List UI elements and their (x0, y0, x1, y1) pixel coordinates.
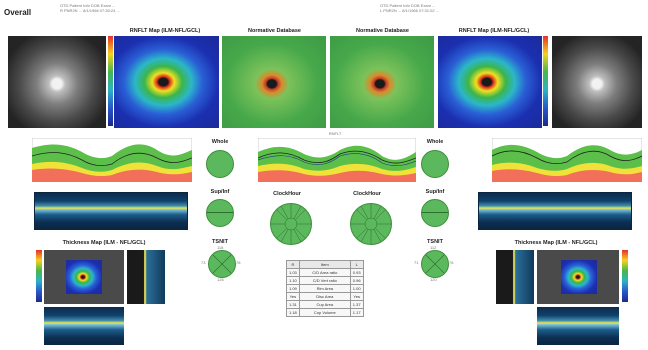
rnfl-map-left[interactable] (114, 36, 219, 128)
supinf-right-label: Sup/Inf (425, 189, 445, 195)
comparison-table: R Item L 1.03 C/D Area ratio 0.93 1.10 C/D Ve… (286, 260, 364, 317)
vertical-bscan-right[interactable] (496, 250, 534, 304)
normative-map-right[interactable] (330, 36, 434, 128)
whole-sector-right[interactable] (421, 150, 449, 178)
tsnit-left-n: 78 (236, 260, 241, 265)
table-row: Yes Disc Area Yes (286, 292, 364, 301)
table-row: 1.03 C/D Area ratio 0.93 (286, 268, 364, 277)
normative-left-title: Normative Database (248, 28, 301, 34)
tsnit-sector-left[interactable] (208, 250, 236, 278)
clockhour-right-label: ClockHour (353, 191, 381, 197)
rnfl-map-right[interactable] (438, 36, 542, 128)
clockhour-spokes-left (271, 204, 311, 244)
table-row: 1.10 C/D Vert ratio 0.96 (286, 276, 364, 285)
tsnit-right-t: 71 (414, 260, 419, 265)
supinf-sector-left[interactable] (206, 199, 234, 227)
whole-sector-left[interactable] (206, 150, 234, 178)
tsnit-graph-left (32, 138, 192, 182)
thickness-map-right-title: Thickness Map (ILM - NFL/GCL) (514, 240, 598, 246)
thickness-colorbar-left (36, 250, 42, 302)
circular-bscan-left[interactable] (34, 192, 188, 230)
tsnit-right-label: TSNIT (427, 239, 443, 245)
tsnit-quadrant-lines-right (425, 254, 445, 274)
tsnit-right-n: 76 (449, 260, 454, 265)
table-row: 1.09 Rim Area 1.00 (286, 284, 364, 293)
horizontal-bscan-left[interactable] (44, 307, 124, 345)
tsnit-graph-center (258, 138, 416, 182)
whole-left-label: Whole (211, 139, 229, 145)
normative-right-title: Normative Database (356, 28, 409, 34)
supinf-sector-right[interactable] (421, 199, 449, 227)
right-patient-meta: OTD Patient Info DOB Exam ... L PNR2N ..… (380, 3, 439, 13)
colorbar-left (108, 36, 113, 126)
whole-right-label: Whole (426, 139, 444, 145)
tsnit-left-label: TSNIT (212, 239, 228, 245)
clockhour-chart-left[interactable] (270, 203, 312, 245)
thickness-colorbar-right (622, 250, 628, 302)
fundus-image-left (8, 36, 106, 128)
tsnit-right-s: 112 (430, 245, 437, 250)
colorbar-right (543, 36, 548, 126)
table-row: R Item L (286, 260, 364, 269)
vertical-bscan-left[interactable] (127, 250, 165, 304)
tsnit-sector-right[interactable] (421, 250, 449, 278)
thickness-map-right[interactable] (537, 250, 619, 304)
table-row: 1.18 Cup Volume 1.17 (286, 308, 364, 317)
tsnit-quadrant-lines-left (212, 254, 232, 274)
rnfl-map-left-title: RNFLT Map (ILM-NFL/GCL) (129, 28, 201, 34)
rnfl-map-right-title: RNFLT Map (ILM-NFL/GCL) (458, 28, 530, 34)
circular-bscan-right[interactable] (478, 192, 632, 230)
normative-map-left[interactable] (222, 36, 326, 128)
thickness-map-left[interactable] (44, 250, 124, 304)
center-graph-title: RNFLT (328, 131, 342, 136)
supinf-left-label: Sup/Inf (210, 189, 230, 195)
clockhour-chart-right[interactable] (350, 203, 392, 245)
thickness-map-left-title: Thickness Map (ILM - NFL/GCL) (62, 240, 146, 246)
tsnit-right-i: 120 (430, 277, 437, 282)
left-patient-meta: OTD Patient Info DOB Exam ... R PNR2N ..… (60, 3, 120, 13)
clockhour-left-label: ClockHour (273, 191, 301, 197)
horizontal-bscan-right[interactable] (537, 307, 619, 345)
tsnit-left-t: 73 (201, 260, 206, 265)
fundus-image-right (552, 36, 642, 128)
thickness-overlay-right (561, 260, 597, 294)
page-title: Overall (4, 8, 32, 17)
tsnit-left-s: 118 (217, 245, 224, 250)
table-row: 1.31 Cup Area 1.37 (286, 300, 364, 309)
comparison-table-grid: R Item L 1.03 C/D Area ratio 0.93 1.10 C/D Ve… (286, 260, 364, 317)
tsnit-graph-right (492, 138, 642, 182)
thickness-overlay-left (66, 260, 102, 294)
clockhour-spokes-right (351, 204, 391, 244)
tsnit-left-i: 126 (217, 277, 224, 282)
